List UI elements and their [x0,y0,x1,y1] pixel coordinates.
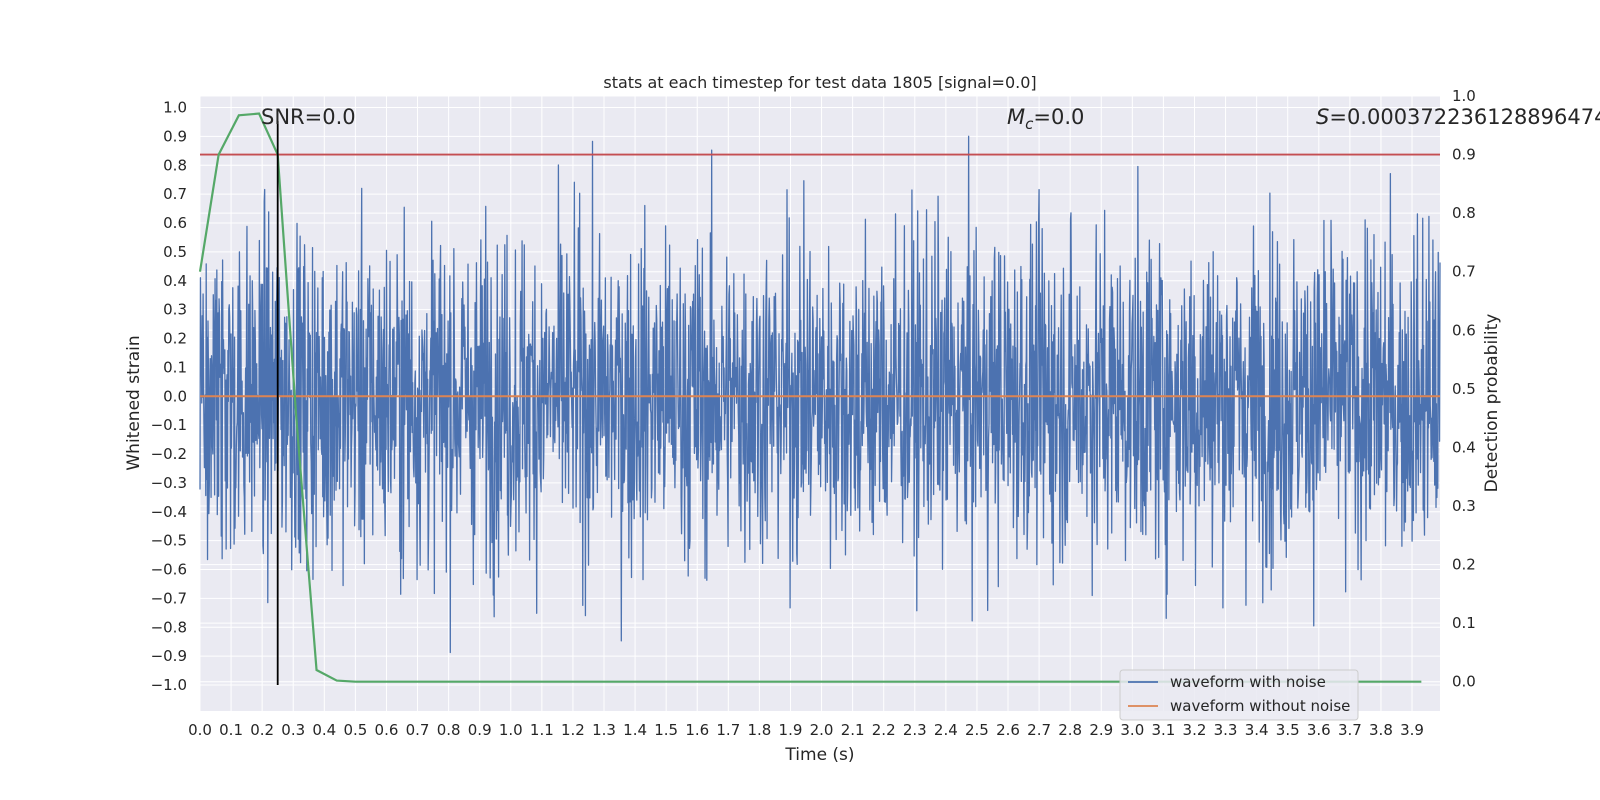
x-tick-label: 0.9 [468,721,492,739]
y-tick-label: −0.4 [151,503,187,521]
x-tick-label: 2.1 [841,721,865,739]
y2-axis: 1.0 0.9 0.8 0.7 0.6 0.5 0.4 0.3 0.2 0.1 0.0 [1452,87,1476,691]
x-tick-label: 3.3 [1214,721,1238,739]
y-axis-title: Whitened strain [124,335,144,470]
y2-tick-label: 0.9 [1452,146,1476,164]
x-tick-label: 1.7 [716,721,740,739]
y-tick-label: 0.2 [163,330,187,348]
x-tick-label: 1.9 [779,721,803,739]
x-tick-label: 1.1 [530,721,554,739]
x-tick-label: 3.0 [1120,721,1144,739]
y-tick-label: −0.9 [151,647,187,665]
y-tick-label: 0.1 [163,358,187,376]
y-tick-label: 0.6 [163,214,187,232]
x-axis: 0.0 0.1 0.2 0.3 0.4 0.5 0.6 0.7 0.8 0.9 1.0 1.1 1.2 1… [188,721,1424,739]
x-tick-label: 0.6 [375,721,399,739]
x-tick-label: 0.0 [188,721,212,739]
y2-tick-label: 0.2 [1452,556,1476,574]
x-tick-label: 3.4 [1245,721,1269,739]
y-tick-label: −1.0 [151,676,187,694]
x-tick-label: 1.6 [685,721,709,739]
s-value: =0.0003722361288964747 [1329,105,1600,129]
y-tick-label: −0.8 [151,618,187,636]
x-tick-label: 3.5 [1276,721,1300,739]
mc-subscript: c [1025,115,1034,133]
y-tick-label: −0.7 [151,589,187,607]
series-waveform-with-noise [199,135,1441,654]
y2-tick-label: 0.4 [1452,438,1476,456]
y-tick-label: −0.1 [151,416,187,434]
x-tick-label: 0.2 [250,721,274,739]
x-tick-label: 1.5 [654,721,678,739]
x-tick-label: 2.5 [965,721,989,739]
y-tick-label: 0.3 [163,301,187,319]
x-tick-label: 3.6 [1307,721,1331,739]
s-annotation: S=0.0003722361288964747 [1316,105,1600,129]
y-tick-label: −0.6 [151,561,187,579]
x-tick-label: 0.7 [406,721,430,739]
mc-symbol: M [1007,105,1025,129]
chart-title: stats at each timestep for test data 180… [603,73,1036,92]
x-tick-label: 0.5 [343,721,367,739]
legend-box [1119,669,1359,721]
y2-tick-label: 0.1 [1452,614,1476,632]
y-tick-label: 0.7 [163,185,187,203]
x-tick-label: 2.2 [872,721,896,739]
x-tick-label: 1.8 [747,721,771,739]
x-tick-label: 3.7 [1338,721,1362,739]
x-axis-title: Time (s) [784,745,854,765]
x-tick-label: 2.6 [996,721,1020,739]
y-axis: 1.0 0.9 0.8 0.7 0.6 0.5 0.4 0.3 0.2 0.1 0.0 −0.1 −0.… [151,99,187,694]
x-tick-label: 0.1 [219,721,243,739]
y-tick-label: 0.8 [163,156,187,174]
legend: waveform with noise waveform without noi… [1119,669,1359,721]
y2-axis-title: Detection probability [1482,314,1502,493]
y-tick-label: −0.5 [151,532,187,550]
y2-tick-label: 0.8 [1452,204,1476,222]
x-tick-label: 0.4 [312,721,336,739]
x-tick-label: 2.8 [1058,721,1082,739]
y2-tick-label: 0.6 [1452,321,1476,339]
snr-annotation: SNR=0.0 [261,105,356,129]
mc-annotation: Mc=0.0 [1007,105,1084,133]
y2-tick-label: 0.5 [1452,380,1476,398]
y2-tick-label: 1.0 [1452,87,1476,105]
y2-tick-label: 0.0 [1452,673,1476,691]
x-tick-label: 1.0 [499,721,523,739]
y2-tick-label: 0.7 [1452,263,1476,281]
x-tick-label: 0.3 [281,721,305,739]
x-tick-label: 1.3 [592,721,616,739]
x-tick-label: 3.9 [1400,721,1424,739]
x-tick-label: 3.1 [1151,721,1175,739]
y2-tick-label: 0.3 [1452,497,1476,515]
plot-content [198,112,1441,686]
s-symbol: S [1316,105,1329,129]
y-tick-label: 0.9 [163,127,187,145]
x-tick-label: 3.2 [1183,721,1207,739]
x-tick-label: 1.2 [561,721,585,739]
x-tick-label: 2.7 [1027,721,1051,739]
y-tick-label: 0.5 [163,243,187,261]
x-tick-label: 1.4 [623,721,647,739]
legend-label-clean: waveform without noise [1170,697,1350,715]
legend-label-noise: waveform with noise [1170,673,1326,691]
y-tick-label: 0.4 [163,272,187,290]
x-tick-label: 2.9 [1089,721,1113,739]
x-tick-label: 3.8 [1369,721,1393,739]
x-tick-label: 2.0 [810,721,834,739]
mc-value: =0.0 [1033,105,1084,129]
x-tick-label: 2.4 [934,721,958,739]
y-tick-label: −0.3 [151,474,187,492]
y-tick-label: −0.2 [151,445,187,463]
x-tick-label: 0.8 [437,721,461,739]
y-tick-label: 0.0 [163,387,187,405]
x-tick-label: 2.3 [903,721,927,739]
series-detection-probability [198,112,1422,683]
y-tick-label: 1.0 [163,99,187,117]
